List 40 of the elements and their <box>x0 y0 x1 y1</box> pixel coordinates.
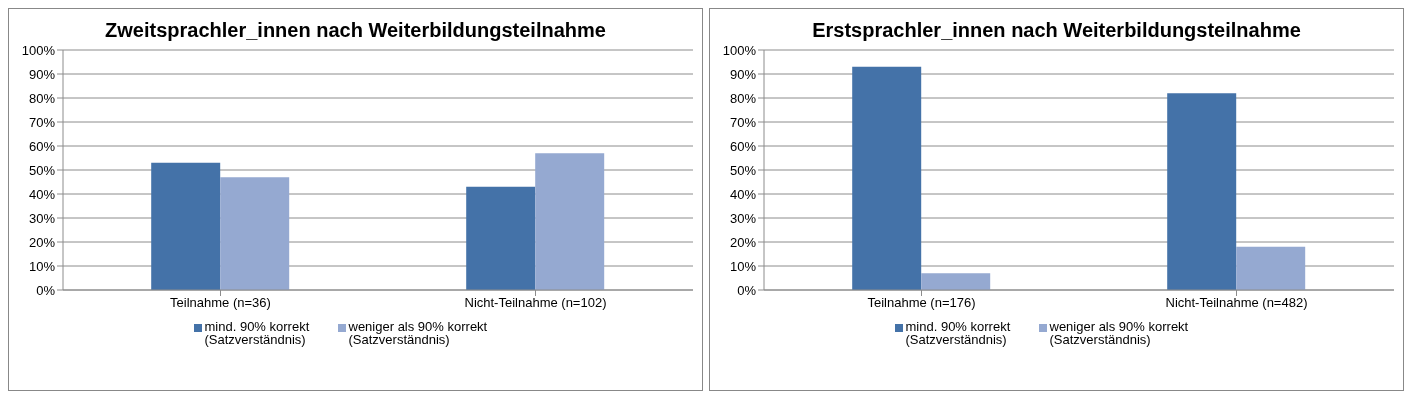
legend-label: weniger als 90% korrekt (Satzverständnis) <box>348 319 489 347</box>
y-tick-label: 80% <box>28 90 55 106</box>
y-tick-label: 20% <box>729 234 756 250</box>
y-tick-label: 80% <box>729 90 756 106</box>
x-tick-label: Nicht-Teilnahme (n=102) <box>464 295 606 311</box>
y-tick-label: 50% <box>28 162 55 178</box>
y-tick-label: 10% <box>729 258 756 274</box>
y-tick-label: 90% <box>729 66 756 82</box>
y-tick-label: 60% <box>28 138 55 154</box>
bar <box>920 273 990 290</box>
x-tick-label: Teilnahme (n=176) <box>866 295 976 311</box>
bar <box>219 177 289 290</box>
y-tick-label: 70% <box>729 114 756 130</box>
y-tick-label: 90% <box>28 66 55 82</box>
y-tick-label: 10% <box>28 258 55 274</box>
y-tick-label: 0% <box>736 282 756 298</box>
y-tick-label: 40% <box>28 186 55 202</box>
bar <box>150 162 220 290</box>
bar <box>534 153 604 290</box>
bar <box>851 66 921 290</box>
legend-label: mind. 90% korrekt (Satzverständnis) <box>204 319 311 347</box>
chart-title: Erstsprachler_innen nach Weiterbildungsteilnahme <box>812 19 1301 42</box>
y-tick-label: 40% <box>729 186 756 202</box>
chart-title: Zweitsprachler_innen nach Weiterbildungsteilnahme <box>105 19 606 42</box>
x-tick-label: Teilnahme (n=36) <box>169 295 271 311</box>
legend-label: mind. 90% korrekt (Satzverständnis) <box>905 319 1012 347</box>
y-tick-label: 20% <box>28 234 55 250</box>
y-tick-label: 0% <box>35 282 55 298</box>
x-tick-label: Nicht-Teilnahme (n=482) <box>1165 295 1307 311</box>
legend-label: weniger als 90% korrekt (Satzverständnis) <box>1049 319 1190 347</box>
y-tick-label: 50% <box>729 162 756 178</box>
bar <box>1235 246 1305 290</box>
y-tick-label: 30% <box>28 210 55 226</box>
y-tick-label: 100% <box>722 42 756 58</box>
y-tick-label: 70% <box>28 114 55 130</box>
bar <box>465 186 535 290</box>
y-tick-label: 100% <box>21 42 55 58</box>
y-tick-label: 60% <box>729 138 756 154</box>
bar <box>1166 93 1236 290</box>
y-tick-label: 30% <box>729 210 756 226</box>
